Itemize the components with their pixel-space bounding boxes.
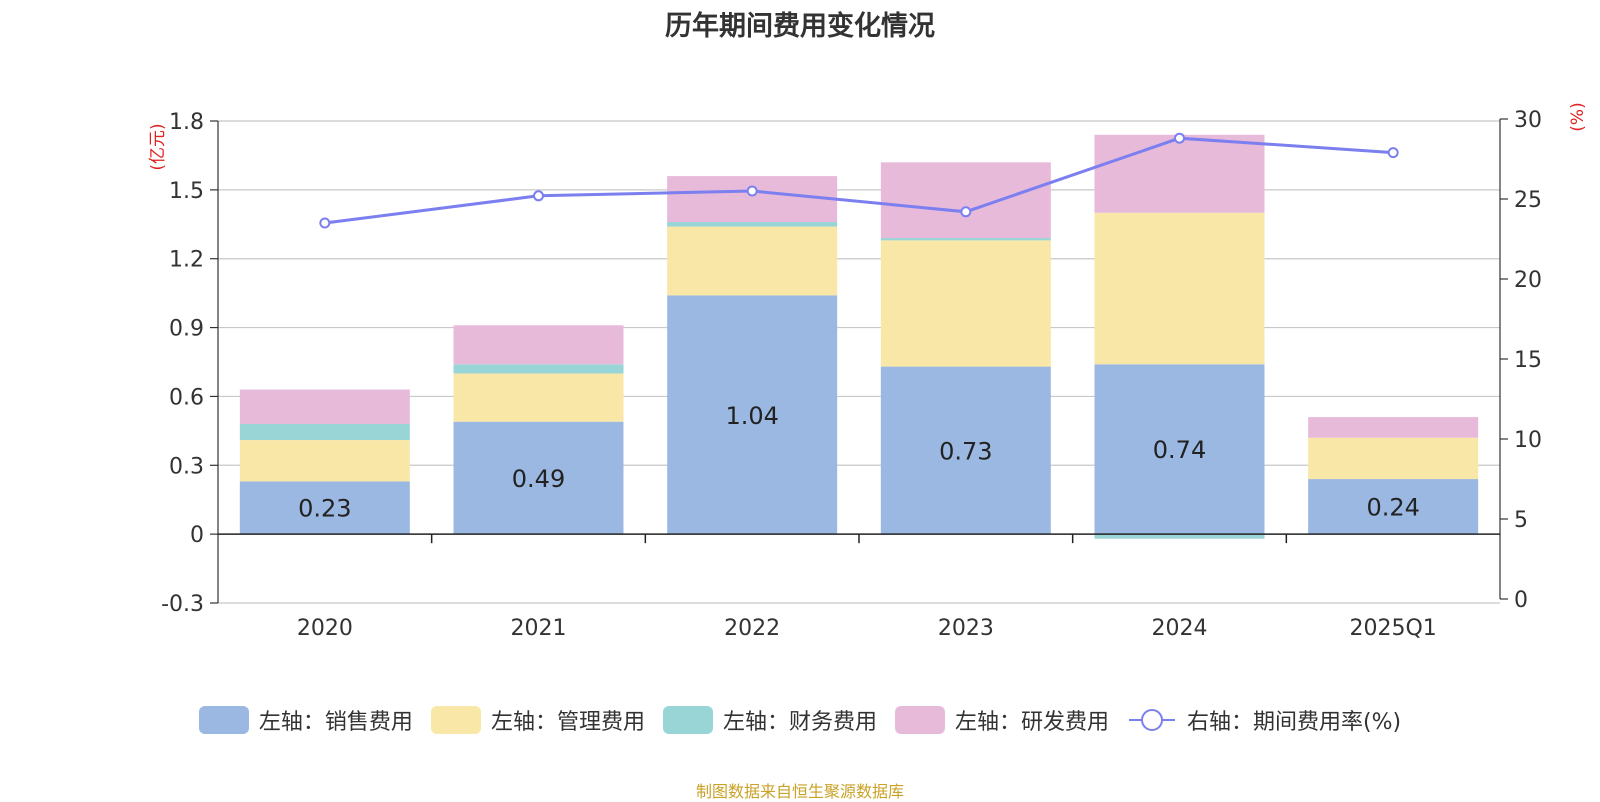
bar-segment-2 <box>239 440 410 482</box>
bar-segment-1 <box>1308 479 1479 535</box>
bar-segment-1 <box>239 481 410 535</box>
right-axis-unit: (%) <box>1568 102 1588 131</box>
bar-data-label: 0.23 <box>298 495 351 523</box>
bar-segment-1 <box>880 366 1051 535</box>
bar-segment-1 <box>1094 364 1265 535</box>
legend-swatch <box>894 706 945 734</box>
legend-circle <box>1140 709 1163 731</box>
bar-data-label: 0.74 <box>1153 436 1206 464</box>
label-layer: 1.8 1.5 1.2 0.9 0.6 0.3 0 -0.3 30 25 20 15 10 5 0 (亿元) (… <box>148 102 1588 641</box>
bar-data-label: 0.24 <box>1366 494 1419 522</box>
category-label: 2021 <box>511 616 567 641</box>
rate-point <box>319 217 331 229</box>
category-label: 2020 <box>297 616 353 641</box>
legend-label: 右轴：期间费用率(%) <box>1186 710 1402 735</box>
bar-segment-2 <box>880 240 1051 367</box>
right-tick-label: 10 <box>1514 428 1542 453</box>
legend-swatch <box>662 706 713 734</box>
legend-item[interactable]: 右轴：期间费用率(%) <box>1127 704 1401 736</box>
legend-swatch <box>430 706 481 734</box>
right-tick-label: 5 <box>1514 508 1528 533</box>
category-label: 2023 <box>938 616 994 641</box>
bar-segment-3 <box>667 221 838 227</box>
legend: 左轴：销售费用 左轴：管理费用 左轴：财务费用 左轴：研发费用 右轴：期间费用率(%) <box>0 704 1600 736</box>
bar-segment-4 <box>880 162 1051 239</box>
bar-segment-3 <box>239 423 410 441</box>
legend-label: 左轴：研发费用 <box>954 710 1109 735</box>
legend-swatch <box>198 706 249 734</box>
left-tick-label: 0.9 <box>169 317 204 342</box>
left-tick-label: 0.6 <box>169 385 204 410</box>
left-tick-label: -0.3 <box>161 592 204 617</box>
right-tick-label: 20 <box>1514 268 1542 293</box>
bar-segment-3 <box>1094 534 1265 539</box>
bar-segment-4 <box>1308 417 1479 438</box>
source-note: 制图数据来自恒生聚源数据库 <box>695 782 904 801</box>
right-tick-label: 25 <box>1514 188 1542 213</box>
bar-segment-2 <box>667 226 838 296</box>
chart-title: 历年期间费用变化情况 <box>665 11 935 42</box>
left-tick-label: 0 <box>190 523 204 548</box>
rate-point <box>960 206 972 218</box>
bar-segment-2 <box>453 373 624 422</box>
bar-segment-2 <box>1308 437 1479 480</box>
left-tick-label: 1.5 <box>169 179 204 204</box>
bar-layer <box>239 134 1479 539</box>
right-tick-label: 0 <box>1514 588 1528 613</box>
right-tick-label: 30 <box>1514 108 1542 133</box>
axis-layer <box>210 118 1508 604</box>
left-axis-unit: (亿元) <box>148 123 168 170</box>
chart-canvas: 1.8 1.5 1.2 0.9 0.6 0.3 0 -0.3 30 25 20 15 10 5 0 (亿元) (… <box>148 102 1588 641</box>
legend-label: 左轴：销售费用 <box>258 710 413 735</box>
rate-point <box>533 190 544 202</box>
category-label: 2024 <box>1152 616 1208 641</box>
bar-data-label: 0.73 <box>939 437 992 465</box>
legend-line-marker <box>1128 709 1175 731</box>
legend-item[interactable]: 左轴：财务费用 <box>662 704 877 736</box>
left-tick-label: 1.2 <box>169 248 204 273</box>
legend-item[interactable]: 左轴：管理费用 <box>430 704 645 736</box>
bar-data-label: 1.04 <box>725 402 778 430</box>
legend-label: 左轴：管理费用 <box>490 710 645 735</box>
bar-segment-4 <box>453 325 624 365</box>
bar-segment-2 <box>1094 212 1265 365</box>
category-label: 2022 <box>724 616 780 641</box>
bar-segment-4 <box>1094 134 1265 213</box>
bar-segment-3 <box>453 364 624 374</box>
bar-segment-4 <box>239 389 410 424</box>
rate-point <box>746 185 758 197</box>
right-tick-label: 15 <box>1514 348 1542 373</box>
left-tick-label: 0.3 <box>169 454 204 479</box>
left-tick-label: 1.8 <box>169 110 204 135</box>
bar-segment-1 <box>453 421 624 535</box>
bar-segment-4 <box>667 176 838 222</box>
rate-line <box>324 136 1394 225</box>
rate-point <box>1174 132 1185 144</box>
legend-item[interactable]: 左轴：研发费用 <box>894 704 1109 736</box>
legend-item[interactable]: 左轴：销售费用 <box>198 704 413 736</box>
bar-data-label: 0.49 <box>512 465 565 493</box>
bar-segment-1 <box>667 295 838 535</box>
grid-lines <box>218 120 1500 604</box>
legend-label: 左轴：财务费用 <box>722 710 877 735</box>
line-layer <box>319 132 1399 229</box>
rate-point <box>1387 147 1399 159</box>
category-label: 2025Q1 <box>1350 616 1437 641</box>
bar-segment-3 <box>880 238 1051 241</box>
